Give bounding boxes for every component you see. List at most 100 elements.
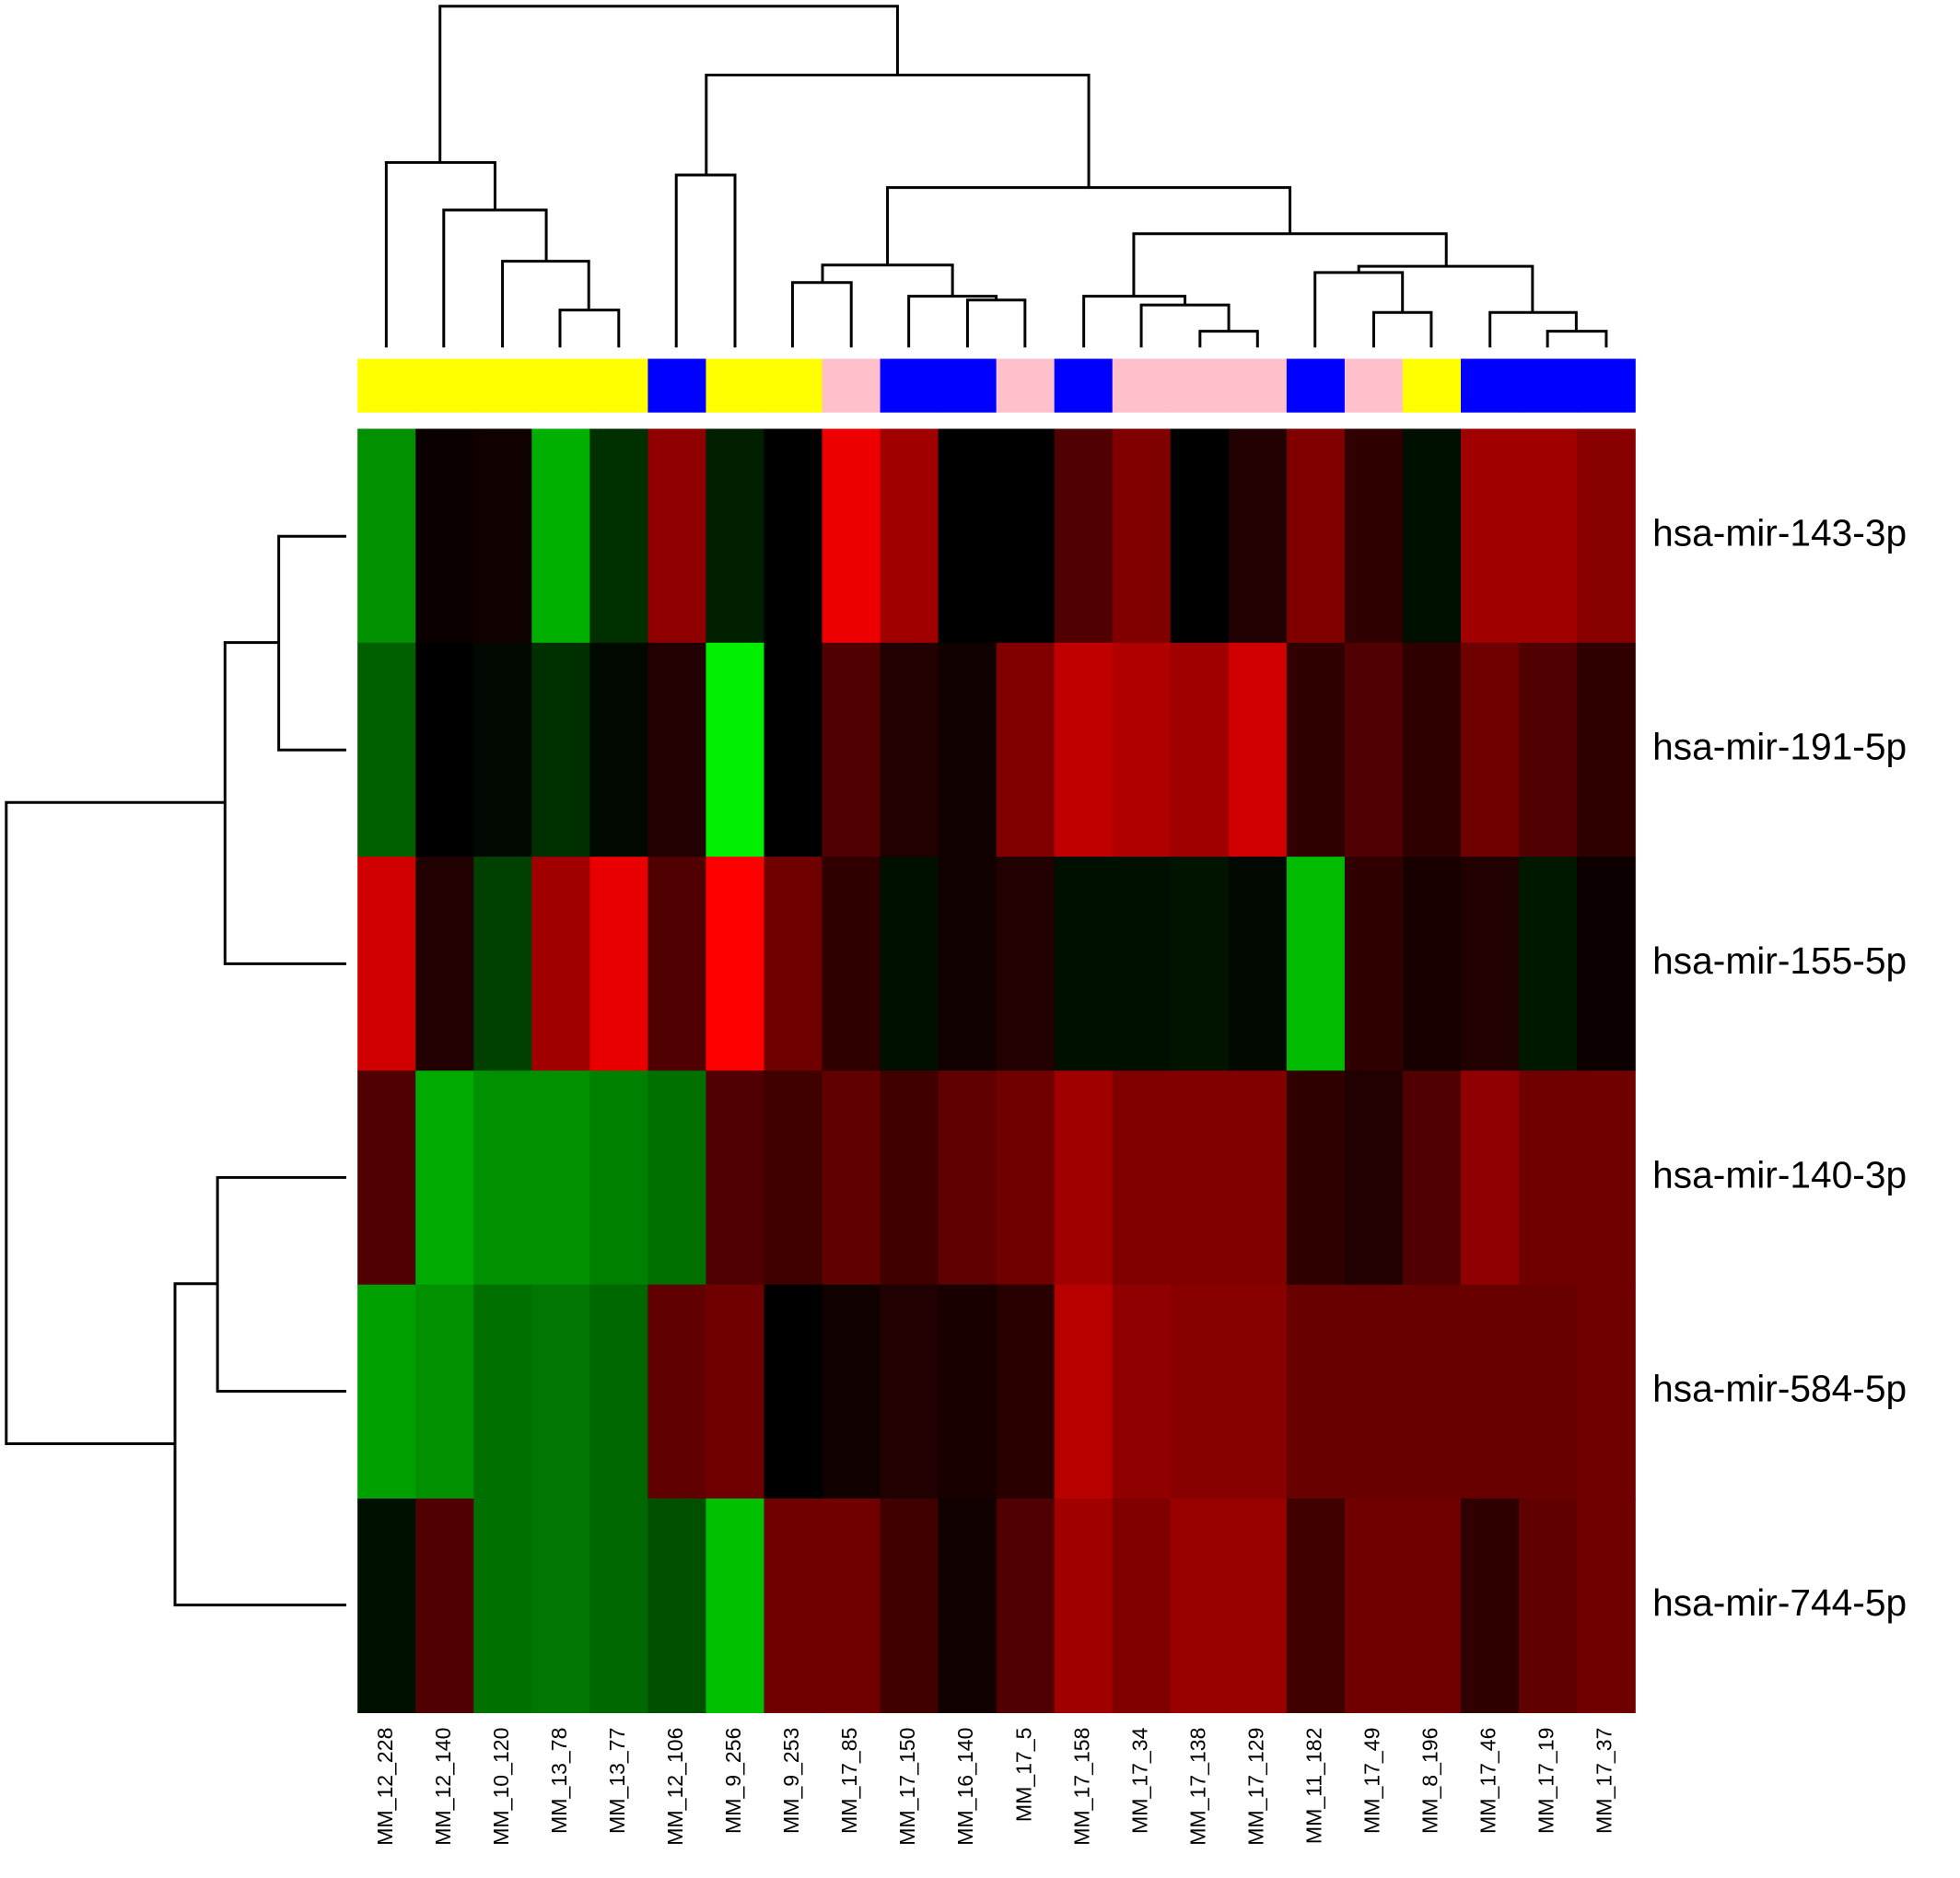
heatmap-cell [1402,857,1462,1072]
column-label: MM_17_5 [1011,1728,1035,1823]
heatmap-cell [1461,857,1520,1072]
heatmap-cell [589,428,649,644]
heatmap-cell [1170,1070,1230,1286]
group-bar [357,358,416,413]
heatmap-cell [531,1284,591,1499]
heatmap-cell [531,642,591,857]
heatmap-cell [1461,1499,1520,1713]
heatmap-cell [415,1070,474,1286]
heatmap-cell [357,642,416,857]
heatmap-cell [822,1070,881,1286]
group-bar [1344,358,1404,413]
heatmap-cell [531,428,591,644]
heatmap-cell [415,428,474,644]
heatmap-cell [1461,428,1520,644]
heatmap-cell [589,857,649,1072]
column-label: MM_17_49 [1360,1728,1384,1834]
column-label: MM_12_228 [373,1728,397,1846]
group-bar [473,358,532,413]
heatmap-cell [1228,1284,1288,1499]
heatmap-cell [706,428,765,644]
heatmap-cell [1112,1284,1172,1499]
heatmap-cell [1519,1070,1578,1286]
heatmap-cell [996,1284,1056,1499]
heatmap-cell [1286,1070,1346,1286]
heatmap-cell [1402,1284,1462,1499]
heatmap-cell [357,1070,416,1286]
column-label: MM_16_140 [953,1728,977,1846]
heatmap-cell [1286,857,1346,1072]
row-label: hsa-mir-143-3p [1652,511,1907,554]
column-label: MM_9_256 [721,1728,745,1834]
group-bar [1577,358,1636,413]
heatmap-cell [880,1499,939,1713]
heatmap-cell [357,1499,416,1713]
heatmap-cell [1344,642,1404,857]
group-bar [415,358,474,413]
group-bar [822,358,881,413]
column-label: MM_13_77 [605,1728,629,1834]
column-label: MM_17_34 [1127,1727,1151,1834]
heatmap-cell [822,642,881,857]
column-label: MM_17_158 [1069,1728,1093,1846]
group-bar [880,358,939,413]
heatmap-cell [1054,642,1114,857]
heatmap-cell [648,428,707,644]
heatmap-cell [938,1284,998,1499]
heatmap-cell [1228,1499,1288,1713]
heatmap-cell [938,428,998,644]
heatmap-cell [764,857,823,1072]
heatmap-cell [822,857,881,1072]
row-label: hsa-mir-744-5p [1652,1581,1907,1624]
heatmap-cell [1461,1070,1520,1286]
heatmap-cell [473,428,532,644]
heatmap-cell [822,1499,881,1713]
heatmap-cell [1228,642,1288,857]
heatmap-cell [1461,642,1520,857]
heatmap-cell [1519,1284,1578,1499]
heatmap-cell [531,1499,591,1713]
column-label: MM_13_78 [547,1728,571,1834]
heatmap-cell [1577,428,1636,644]
group-bar [1054,358,1114,413]
heatmap-cell [1344,1070,1404,1286]
heatmap-cell [1054,857,1114,1072]
heatmap-cell [996,857,1056,1072]
heatmap-cell [764,642,823,857]
column-label: MM_17_37 [1592,1728,1616,1834]
heatmap-cell [473,1284,532,1499]
heatmap-cell [880,642,939,857]
heatmap-cell [1577,1499,1636,1713]
heatmap-cell [473,857,532,1072]
column-label: MM_11_182 [1301,1728,1325,1845]
heatmap-cell [1519,857,1578,1072]
heatmap-cell [996,642,1056,857]
heatmap-cell [880,857,939,1072]
column-label: MM_8_196 [1418,1728,1442,1834]
heatmap-cell [938,857,998,1072]
heatmap-cell [648,1070,707,1286]
heatmap-cell [1112,428,1172,644]
column-label: MM_9_253 [779,1728,803,1834]
heatmap-cell [1577,1070,1636,1286]
group-bar [1402,358,1462,413]
group-bar [996,358,1056,413]
heatmap-cell [764,1284,823,1499]
heatmap-cell [1170,1284,1230,1499]
heatmap-cell [1170,857,1230,1072]
group-bar [1228,358,1288,413]
row-label: hsa-mir-140-3p [1652,1153,1907,1196]
heatmap-cell [1054,1070,1114,1286]
group-bar [589,358,649,413]
heatmap-cell [415,857,474,1072]
heatmap-cell [1112,857,1172,1072]
heatmap-cell [1112,1070,1172,1286]
heatmap-cell [357,428,416,644]
heatmap-cell [1344,1284,1404,1499]
heatmap-cell [706,642,765,857]
column-label: MM_17_46 [1476,1728,1500,1834]
heatmap-cell [1228,428,1288,644]
heatmap-cell [880,1284,939,1499]
group-bar [764,358,823,413]
